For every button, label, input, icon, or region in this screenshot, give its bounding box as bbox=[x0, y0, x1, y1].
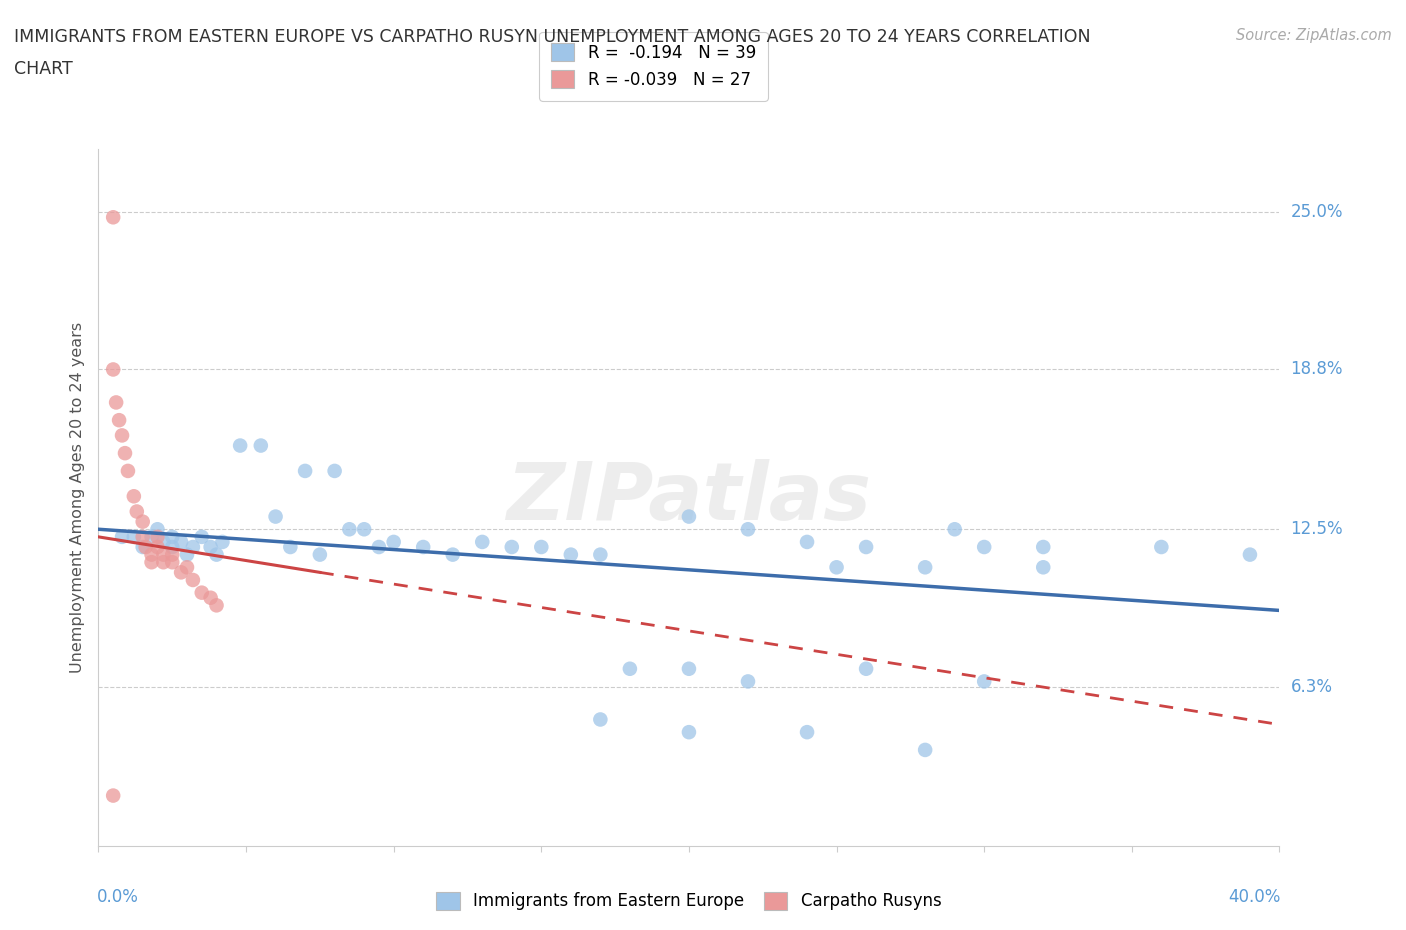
Point bbox=[117, 463, 139, 478]
Point bbox=[678, 509, 700, 524]
Point bbox=[170, 535, 193, 550]
Y-axis label: Unemployment Among Ages 20 to 24 years: Unemployment Among Ages 20 to 24 years bbox=[70, 322, 86, 673]
Point bbox=[114, 445, 136, 460]
Point bbox=[441, 547, 464, 562]
Point bbox=[103, 788, 125, 803]
Point bbox=[678, 661, 700, 676]
Point bbox=[737, 674, 759, 689]
Point bbox=[191, 585, 214, 600]
Point bbox=[141, 555, 163, 570]
Point bbox=[141, 529, 163, 544]
Point bbox=[211, 535, 233, 550]
Point bbox=[353, 522, 375, 537]
Point bbox=[200, 539, 222, 554]
Point bbox=[152, 547, 174, 562]
Point bbox=[1150, 539, 1173, 554]
Point bbox=[162, 529, 183, 544]
Point bbox=[382, 535, 405, 550]
Text: Source: ZipAtlas.com: Source: ZipAtlas.com bbox=[1236, 28, 1392, 43]
Point bbox=[471, 535, 494, 550]
Point bbox=[103, 362, 125, 377]
Point bbox=[181, 573, 204, 588]
Point bbox=[125, 504, 148, 519]
Point bbox=[132, 514, 155, 529]
Point bbox=[132, 539, 155, 554]
Point bbox=[170, 565, 193, 579]
Point bbox=[205, 547, 228, 562]
Point bbox=[146, 522, 169, 537]
Point bbox=[412, 539, 434, 554]
Text: CHART: CHART bbox=[14, 60, 73, 78]
Point bbox=[619, 661, 641, 676]
Point bbox=[973, 674, 995, 689]
Point bbox=[152, 535, 174, 550]
Point bbox=[337, 522, 360, 537]
Text: 18.8%: 18.8% bbox=[1291, 361, 1343, 379]
Text: 40.0%: 40.0% bbox=[1229, 888, 1281, 906]
Point bbox=[132, 529, 155, 544]
Point bbox=[152, 555, 174, 570]
Point bbox=[176, 560, 198, 575]
Point bbox=[141, 547, 163, 562]
Point bbox=[1239, 547, 1261, 562]
Point bbox=[162, 555, 183, 570]
Point bbox=[278, 539, 302, 554]
Point bbox=[162, 539, 183, 554]
Point bbox=[973, 539, 995, 554]
Point bbox=[264, 509, 287, 524]
Point bbox=[122, 529, 145, 544]
Text: 0.0%: 0.0% bbox=[97, 888, 139, 906]
Point bbox=[105, 395, 128, 410]
Point bbox=[914, 560, 936, 575]
Point bbox=[943, 522, 966, 537]
Point bbox=[825, 560, 848, 575]
Point bbox=[589, 547, 612, 562]
Text: ZIPatlas: ZIPatlas bbox=[506, 458, 872, 537]
Point bbox=[181, 539, 204, 554]
Point bbox=[111, 529, 134, 544]
Text: IMMIGRANTS FROM EASTERN EUROPE VS CARPATHO RUSYN UNEMPLOYMENT AMONG AGES 20 TO 2: IMMIGRANTS FROM EASTERN EUROPE VS CARPAT… bbox=[14, 28, 1091, 46]
Point bbox=[294, 463, 316, 478]
Point bbox=[122, 489, 145, 504]
Point bbox=[111, 428, 134, 443]
Legend: R =  -0.194   N = 39, R = -0.039   N = 27: R = -0.194 N = 39, R = -0.039 N = 27 bbox=[540, 32, 768, 100]
Point bbox=[135, 539, 157, 554]
Point bbox=[855, 661, 877, 676]
Point bbox=[250, 438, 273, 453]
Legend: Immigrants from Eastern Europe, Carpatho Rusyns: Immigrants from Eastern Europe, Carpatho… bbox=[430, 885, 948, 917]
Point bbox=[796, 724, 818, 739]
Point bbox=[855, 539, 877, 554]
Point bbox=[103, 210, 125, 225]
Text: 25.0%: 25.0% bbox=[1291, 204, 1343, 221]
Point bbox=[146, 539, 169, 554]
Point bbox=[796, 535, 818, 550]
Text: 6.3%: 6.3% bbox=[1291, 678, 1333, 696]
Point bbox=[737, 522, 759, 537]
Point bbox=[589, 712, 612, 727]
Point bbox=[108, 413, 131, 428]
Point bbox=[914, 742, 936, 757]
Point bbox=[229, 438, 252, 453]
Point bbox=[560, 547, 582, 562]
Point bbox=[1032, 539, 1054, 554]
Point bbox=[146, 529, 169, 544]
Point bbox=[205, 598, 228, 613]
Point bbox=[1032, 560, 1054, 575]
Point bbox=[368, 539, 391, 554]
Point bbox=[162, 547, 183, 562]
Point bbox=[323, 463, 346, 478]
Point bbox=[501, 539, 523, 554]
Point bbox=[176, 547, 198, 562]
Text: 12.5%: 12.5% bbox=[1291, 520, 1343, 538]
Point bbox=[200, 591, 222, 605]
Point bbox=[191, 529, 214, 544]
Point bbox=[530, 539, 553, 554]
Point bbox=[678, 724, 700, 739]
Point bbox=[309, 547, 332, 562]
